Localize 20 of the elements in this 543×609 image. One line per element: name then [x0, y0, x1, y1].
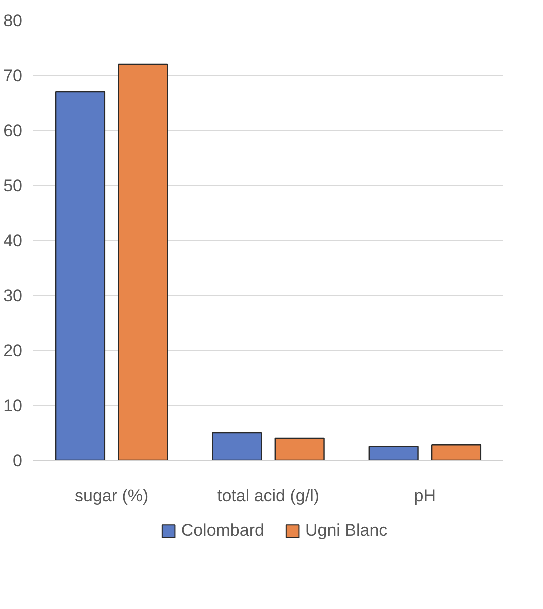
y-tick-label: 10 — [4, 396, 23, 416]
y-tick-label: 30 — [4, 286, 23, 306]
bar — [118, 64, 168, 460]
y-tick-label: 0 — [13, 452, 23, 470]
legend-label: Colombard — [181, 520, 264, 540]
bar — [55, 91, 106, 460]
legend-label: Ugni Blanc — [305, 520, 388, 540]
y-tick-label: 60 — [4, 122, 23, 140]
bar — [431, 444, 482, 460]
y-tick-label: 70 — [4, 66, 23, 86]
y-tick-label: 20 — [4, 342, 23, 360]
x-tick-label: pH — [414, 486, 436, 506]
y-tick-label: 40 — [4, 232, 23, 250]
y-tick-label: 80 — [4, 12, 23, 30]
x-tick-label: total acid (g/l) — [217, 486, 320, 506]
x-tick-label: sugar (%) — [74, 486, 149, 506]
y-tick-label: 50 — [4, 176, 23, 196]
bar — [212, 432, 262, 460]
bar — [274, 438, 325, 460]
bar — [368, 446, 419, 460]
